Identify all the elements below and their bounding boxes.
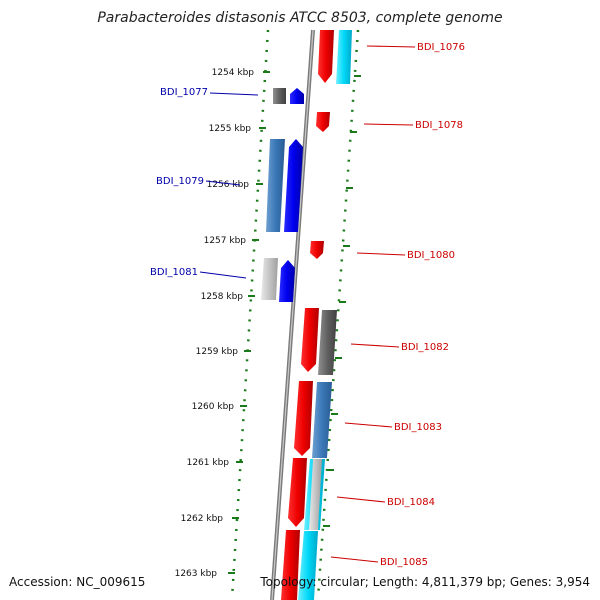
gene-label[interactable]: BDI_1083 xyxy=(394,422,442,433)
ring-block xyxy=(336,30,352,84)
gene-label[interactable]: BDI_1078 xyxy=(415,120,463,131)
ring-block xyxy=(312,382,332,458)
ring-block xyxy=(273,88,286,104)
tick-label: 1255 kbp xyxy=(209,124,252,134)
reverse-cds-features xyxy=(281,30,334,600)
gene-label[interactable]: BDI_1085 xyxy=(380,557,428,568)
tick-label: 1258 kbp xyxy=(201,292,244,302)
forward-cds-features xyxy=(261,88,304,302)
outer-ring-features xyxy=(298,30,352,600)
cds-bdi-1080[interactable] xyxy=(310,241,324,259)
tick-label: 1262 kbp xyxy=(181,514,224,524)
tick-label: 1254 kbp xyxy=(212,68,255,78)
map-title: Parabacteroides distasonis ATCC 8503, co… xyxy=(97,10,503,26)
cds-bdi-1078[interactable] xyxy=(316,112,330,132)
tick-label: 1261 kbp xyxy=(187,458,230,468)
tick-label: 1259 kbp xyxy=(196,347,239,357)
cds-bdi-1081[interactable] xyxy=(279,260,295,302)
accession-text: Accession: NC_009615 xyxy=(9,575,146,589)
cds-bdi-1083[interactable] xyxy=(294,381,313,456)
label-leaders xyxy=(199,45,416,563)
ring-block xyxy=(298,531,318,600)
tick-marks-right xyxy=(323,75,361,527)
gene-label[interactable]: BDI_1080 xyxy=(407,250,455,261)
tick-label: 1256 kbp xyxy=(207,180,250,190)
backbone-highlight xyxy=(271,29,314,600)
gene-label[interactable]: BDI_1076 xyxy=(417,42,465,53)
cds-bdi-1079[interactable] xyxy=(284,139,303,232)
cds-bdi-1076[interactable] xyxy=(318,30,334,83)
tick-label: 1257 kbp xyxy=(204,236,247,246)
cds-bdi-1085[interactable] xyxy=(281,530,300,600)
ring-block xyxy=(309,459,322,530)
gene-label[interactable]: BDI_1084 xyxy=(387,497,435,508)
gene-label[interactable]: BDI_1077 xyxy=(160,87,208,98)
ring-block xyxy=(261,258,278,300)
gene-label[interactable]: BDI_1079 xyxy=(156,176,204,187)
cds-bdi-1084[interactable] xyxy=(288,458,307,527)
tick-label: 1263 kbp xyxy=(175,569,218,579)
ring-block xyxy=(266,139,285,232)
gene-label[interactable]: BDI_1082 xyxy=(401,342,449,353)
tick-label: 1260 kbp xyxy=(192,402,235,412)
cds-bdi-1077[interactable] xyxy=(290,88,304,104)
ring-block xyxy=(318,310,337,375)
topology-text: Topology: circular; Length: 4,811,379 bp… xyxy=(260,575,590,589)
tick-marks xyxy=(228,71,270,574)
cds-bdi-1082[interactable] xyxy=(301,308,319,372)
gene-label[interactable]: BDI_1081 xyxy=(150,267,198,278)
